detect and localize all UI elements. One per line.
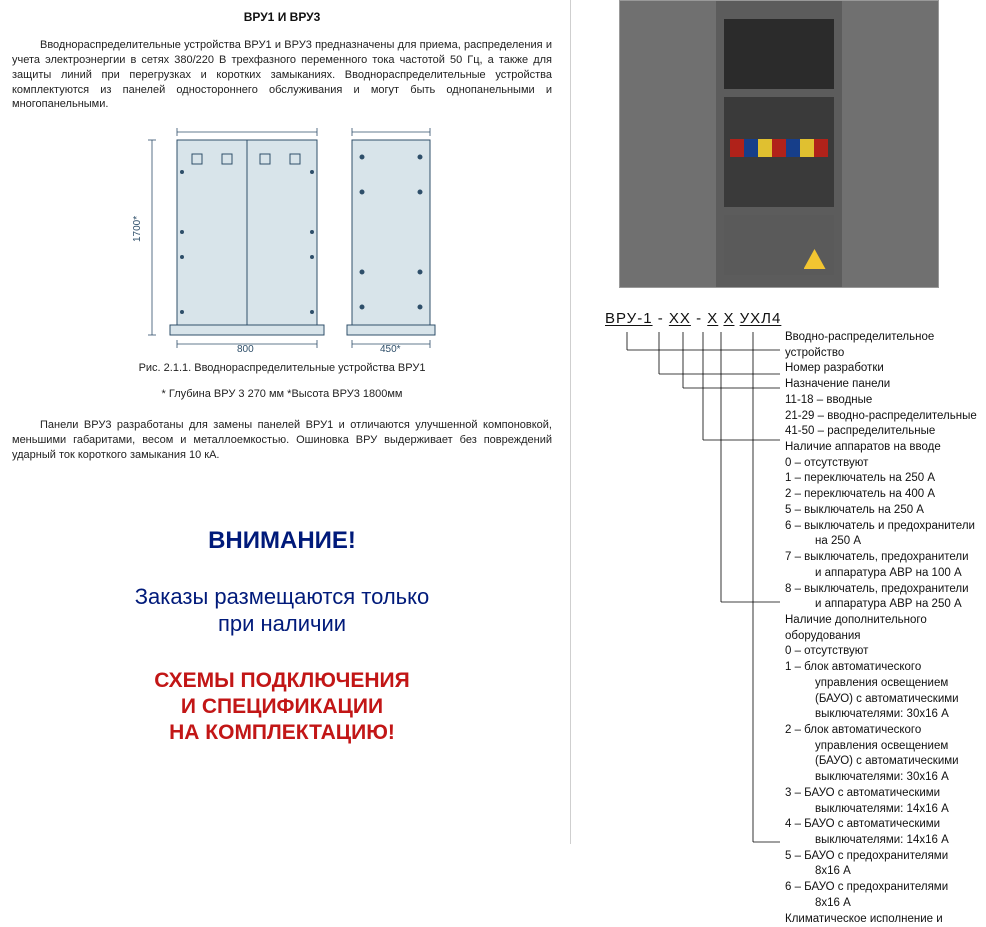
decode-entry: выключателями: 30х16 А [785,770,986,785]
decode-entry: 2 – блок автоматического [785,723,986,738]
decode-entry: выключателями: 14х16 А [785,802,986,817]
decode-entry: 4 – БАУО с автоматическими [785,817,986,832]
decode-entry: 21-29 – вводно-распределительные [785,409,986,424]
decode-entry: 11-18 – вводные [785,393,986,408]
decode-entry: выключателями: 14х16 А [785,833,986,848]
decode-entry: 6 – БАУО с предохранителями [785,880,986,895]
decode-entry: 7 – выключатель, предохранители [785,550,986,565]
code-part3: Х [707,310,718,327]
figure-caption: Рис. 2.1.1. Вводнораспределительные устр… [12,362,552,374]
decode-entry: Наличие дополнительного [785,613,986,628]
decode-entry: 8х16 А [785,896,986,911]
decode-entry: 8 – выключатель, предохранители [785,582,986,597]
code-part4: Х [723,310,734,327]
decode-entry: управления освещением [785,676,986,691]
decode-entry: 5 – БАУО с предохранителями [785,849,986,864]
decode-entry: 2 – переключатель на 400 А [785,487,986,502]
decode-entry: на 250 А [785,534,986,549]
order-note-line2: при наличии [218,611,346,636]
order-note-line1: Заказы размещаются только [135,584,430,609]
decode-entry: устройство [785,346,986,361]
page-title: ВРУ1 И ВРУ3 [12,10,552,24]
left-column: ВРУ1 И ВРУ3 Вводнораспределительные устр… [0,0,570,844]
attention-heading: ВНИМАНИЕ! [12,527,552,555]
decode-entry: 8х16 А [785,864,986,879]
decode-list: Вводно-распределительноеустройствоНомер … [785,330,986,927]
right-column: ВРУ-1 - ХХ - Х Х УХЛ4 [570,0,986,844]
dim-width-front: 800 [237,344,254,352]
decode-entry: Вводно-распределительное [785,330,986,345]
intro-paragraph: Вводнораспределительные устройства ВРУ1 … [12,38,552,112]
cabinet-drawing-svg: 1700* 800 450* [92,122,472,352]
code-part1: ВРУ-1 [605,310,653,327]
decode-entry: Наличие аппаратов на вводе [785,440,986,455]
decode-entry: Номер разработки [785,361,986,376]
decode-entry: 0 – отсутствуют [785,456,986,471]
decode-entry: и аппаратура АВР на 100 А [785,566,986,581]
req-line1: СХЕМЫ ПОДКЛЮЧЕНИЯ [154,669,409,692]
equipment-photo [619,0,939,288]
decode-entry: и аппаратура АВР на 250 А [785,597,986,612]
decode-entry: управления освещением [785,739,986,754]
decode-entry: 41-50 – распределительные [785,424,986,439]
decode-bracket-svg [605,332,785,852]
figure-subcaption: * Глубина ВРУ 3 270 мм *Высота ВРУ3 1800… [12,388,552,400]
code-part5: УХЛ4 [740,310,782,327]
req-line3: НА КОМПЛЕКТАЦИЮ! [169,721,395,744]
product-code: ВРУ-1 - ХХ - Х Х УХЛ4 [605,310,986,327]
equipment-photo-wrap [571,0,986,288]
decode-entry: 1 – блок автоматического [785,660,986,675]
decode-entry: выключателями: 30х16 А [785,707,986,722]
decode-entry: 0 – отсутствуют [785,644,986,659]
code-part2: ХХ [669,310,691,327]
second-paragraph: Панели ВРУ3 разработаны для замены панел… [12,418,552,463]
decode-entry: (БАУО) с автоматическими [785,754,986,769]
dim-height: 1700* [132,216,143,242]
decode-entry: (БАУО) с автоматическими [785,692,986,707]
decode-entry: 5 – выключатель на 250 А [785,503,986,518]
decode-entry: Назначение панели [785,377,986,392]
dim-width-side: 450* [380,344,401,352]
req-line2: И СПЕЦИФИКАЦИИ [181,695,383,718]
technical-drawing: 1700* 800 450* [12,122,552,352]
requirements-heading: СХЕМЫ ПОДКЛЮЧЕНИЯ И СПЕЦИФИКАЦИИ НА КОМП… [12,668,552,747]
decode-entry: 6 – выключатель и предохранители [785,519,986,534]
decode-entry: 3 – БАУО с автоматическими [785,786,986,801]
decode-entry: 1 – переключатель на 250 А [785,471,986,486]
product-code-block: ВРУ-1 - ХХ - Х Х УХЛ4 [605,310,986,327]
decode-entry: Климатическое исполнение и [785,912,986,927]
decode-entry: оборудования [785,629,986,644]
order-note: Заказы размещаются только при наличии [12,583,552,638]
